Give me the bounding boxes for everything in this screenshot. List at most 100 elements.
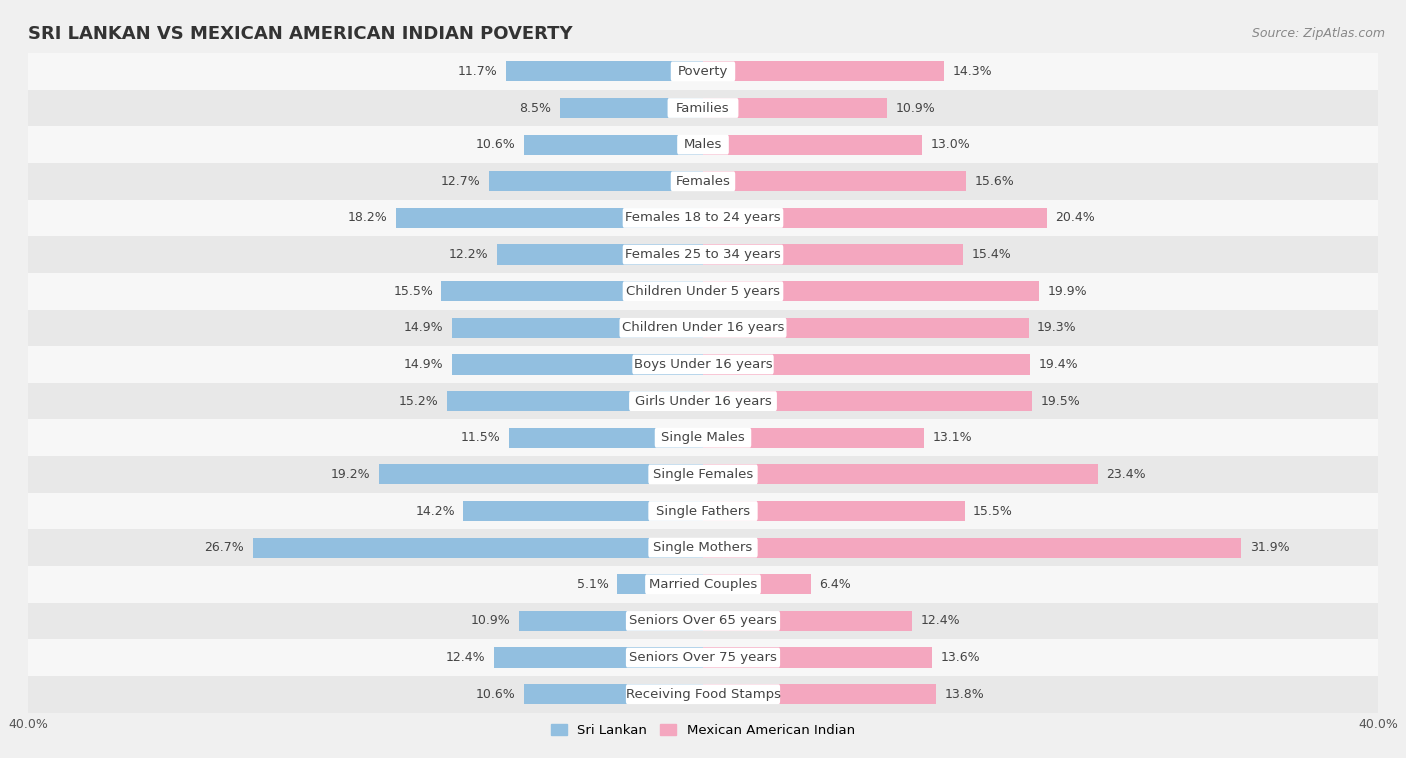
Bar [703, 575, 811, 594]
Bar [28, 419, 1378, 456]
Bar [703, 61, 945, 81]
Text: 26.7%: 26.7% [204, 541, 245, 554]
Text: 23.4%: 23.4% [1107, 468, 1146, 481]
Bar [703, 611, 912, 631]
Text: 10.9%: 10.9% [471, 615, 510, 628]
Bar [380, 465, 703, 484]
Bar [703, 501, 965, 521]
Text: Males: Males [683, 138, 723, 151]
Bar [703, 245, 963, 265]
Text: SRI LANKAN VS MEXICAN AMERICAN INDIAN POVERTY: SRI LANKAN VS MEXICAN AMERICAN INDIAN PO… [28, 25, 572, 43]
Text: 19.9%: 19.9% [1047, 285, 1087, 298]
Text: 10.9%: 10.9% [896, 102, 935, 114]
Text: 14.2%: 14.2% [415, 505, 456, 518]
Text: 14.9%: 14.9% [404, 358, 443, 371]
Text: 15.5%: 15.5% [394, 285, 433, 298]
Bar [28, 53, 1378, 89]
Text: Poverty: Poverty [678, 65, 728, 78]
Text: 20.4%: 20.4% [1056, 211, 1095, 224]
Text: Seniors Over 75 years: Seniors Over 75 years [628, 651, 778, 664]
Text: 14.3%: 14.3% [953, 65, 993, 78]
Text: Boys Under 16 years: Boys Under 16 years [634, 358, 772, 371]
Text: 6.4%: 6.4% [820, 578, 851, 590]
Text: 11.5%: 11.5% [461, 431, 501, 444]
FancyBboxPatch shape [623, 245, 783, 265]
Bar [524, 684, 703, 704]
Text: 15.2%: 15.2% [398, 395, 439, 408]
Text: 19.5%: 19.5% [1040, 395, 1080, 408]
Bar [494, 647, 703, 668]
Text: 13.1%: 13.1% [932, 431, 972, 444]
Text: 8.5%: 8.5% [519, 102, 551, 114]
Text: Source: ZipAtlas.com: Source: ZipAtlas.com [1251, 27, 1385, 39]
Text: Married Couples: Married Couples [650, 578, 756, 590]
FancyBboxPatch shape [668, 98, 738, 118]
Text: 19.4%: 19.4% [1039, 358, 1078, 371]
Bar [451, 318, 703, 338]
Text: 12.7%: 12.7% [440, 175, 481, 188]
Text: Seniors Over 65 years: Seniors Over 65 years [628, 615, 778, 628]
Bar [524, 135, 703, 155]
Text: 12.4%: 12.4% [446, 651, 485, 664]
Text: Single Fathers: Single Fathers [657, 505, 749, 518]
Bar [703, 208, 1047, 228]
FancyBboxPatch shape [628, 391, 778, 411]
FancyBboxPatch shape [671, 171, 735, 191]
Legend: Sri Lankan, Mexican American Indian: Sri Lankan, Mexican American Indian [546, 719, 860, 742]
FancyBboxPatch shape [648, 537, 758, 558]
Bar [447, 391, 703, 411]
Bar [28, 89, 1378, 127]
Bar [441, 281, 703, 301]
Bar [28, 676, 1378, 713]
Text: 10.6%: 10.6% [477, 138, 516, 151]
Text: Families: Families [676, 102, 730, 114]
Text: 13.0%: 13.0% [931, 138, 970, 151]
Bar [28, 566, 1378, 603]
Text: 5.1%: 5.1% [576, 578, 609, 590]
Bar [703, 98, 887, 118]
Bar [464, 501, 703, 521]
Text: 19.2%: 19.2% [330, 468, 371, 481]
Bar [253, 537, 703, 558]
Bar [703, 355, 1031, 374]
Text: Receiving Food Stamps: Receiving Food Stamps [626, 688, 780, 700]
Bar [703, 537, 1241, 558]
FancyBboxPatch shape [626, 611, 780, 631]
Bar [506, 61, 703, 81]
Text: 12.2%: 12.2% [449, 248, 489, 261]
Text: 13.8%: 13.8% [945, 688, 984, 700]
Bar [28, 127, 1378, 163]
Bar [703, 465, 1098, 484]
Text: 15.5%: 15.5% [973, 505, 1012, 518]
Bar [703, 391, 1032, 411]
FancyBboxPatch shape [633, 355, 773, 374]
FancyBboxPatch shape [645, 575, 761, 594]
Bar [560, 98, 703, 118]
Text: Females: Females [675, 175, 731, 188]
Bar [617, 575, 703, 594]
Text: Children Under 5 years: Children Under 5 years [626, 285, 780, 298]
Bar [28, 529, 1378, 566]
Bar [28, 456, 1378, 493]
Bar [703, 318, 1029, 338]
Bar [703, 135, 922, 155]
Bar [703, 684, 936, 704]
Bar [703, 647, 932, 668]
Bar [28, 493, 1378, 529]
Bar [498, 245, 703, 265]
FancyBboxPatch shape [626, 647, 780, 668]
Text: 18.2%: 18.2% [347, 211, 388, 224]
Bar [28, 309, 1378, 346]
FancyBboxPatch shape [648, 465, 758, 484]
FancyBboxPatch shape [648, 501, 758, 521]
FancyBboxPatch shape [671, 61, 735, 81]
Text: 15.4%: 15.4% [972, 248, 1011, 261]
Bar [28, 346, 1378, 383]
Text: Girls Under 16 years: Girls Under 16 years [634, 395, 772, 408]
FancyBboxPatch shape [655, 428, 751, 448]
Text: 12.4%: 12.4% [921, 615, 960, 628]
Bar [28, 163, 1378, 199]
Text: 19.3%: 19.3% [1038, 321, 1077, 334]
FancyBboxPatch shape [678, 135, 728, 155]
Bar [28, 383, 1378, 419]
